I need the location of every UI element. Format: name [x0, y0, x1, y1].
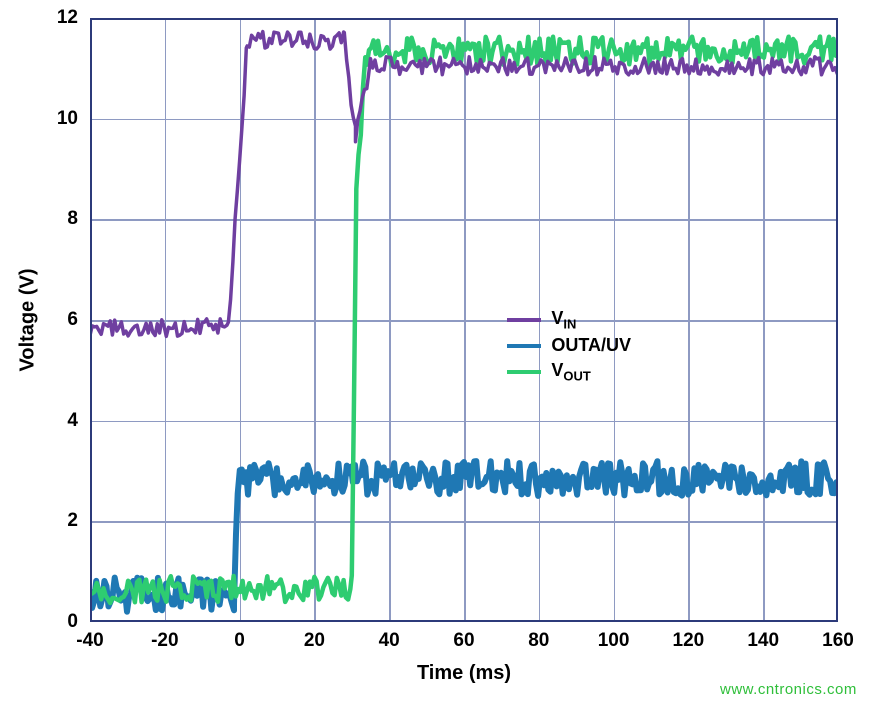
legend-label: VOUT: [551, 360, 590, 384]
legend-item: OUTA/UV: [507, 335, 631, 356]
x-tick-label: 40: [379, 630, 400, 652]
x-tick-label: 60: [453, 630, 474, 652]
x-tick-label: 140: [747, 630, 779, 652]
x-tick-label: -20: [151, 630, 178, 652]
y-tick-label: 6: [67, 309, 78, 331]
y-tick-label: 4: [67, 410, 78, 432]
x-tick-label: 160: [822, 630, 854, 652]
x-axis-title: Time (ms): [417, 662, 511, 685]
legend-label: OUTA/UV: [551, 335, 631, 356]
x-tick-label: 80: [528, 630, 549, 652]
y-tick-label: 10: [57, 108, 78, 130]
legend-item: VIN: [507, 308, 631, 332]
trace-vout: [90, 37, 838, 603]
x-tick-label: 120: [673, 630, 705, 652]
x-tick-label: 100: [598, 630, 630, 652]
x-tick-label: 20: [304, 630, 325, 652]
legend-item: VOUT: [507, 360, 631, 384]
y-tick-label: 0: [67, 611, 78, 633]
figure: VIN OUTA/UV VOUT Time (ms) Voltage (V) www…: [0, 0, 882, 717]
plot-area: VIN OUTA/UV VOUT: [90, 18, 838, 622]
legend: VIN OUTA/UV VOUT: [501, 300, 637, 392]
legend-swatch: [507, 344, 541, 348]
trace-vin: [90, 32, 837, 337]
y-tick-label: 8: [67, 208, 78, 230]
legend-swatch: [507, 370, 541, 374]
legend-swatch: [507, 318, 541, 322]
y-tick-label: 12: [57, 7, 78, 29]
trace-outa: [90, 461, 836, 612]
chart-traces: [90, 18, 838, 622]
watermark: www.cntronics.com: [720, 681, 857, 698]
x-tick-label: 0: [234, 630, 245, 652]
y-axis-title: Voltage (V): [17, 269, 40, 372]
y-tick-label: 2: [67, 510, 78, 532]
x-tick-label: -40: [76, 630, 103, 652]
legend-label: VIN: [551, 308, 576, 332]
